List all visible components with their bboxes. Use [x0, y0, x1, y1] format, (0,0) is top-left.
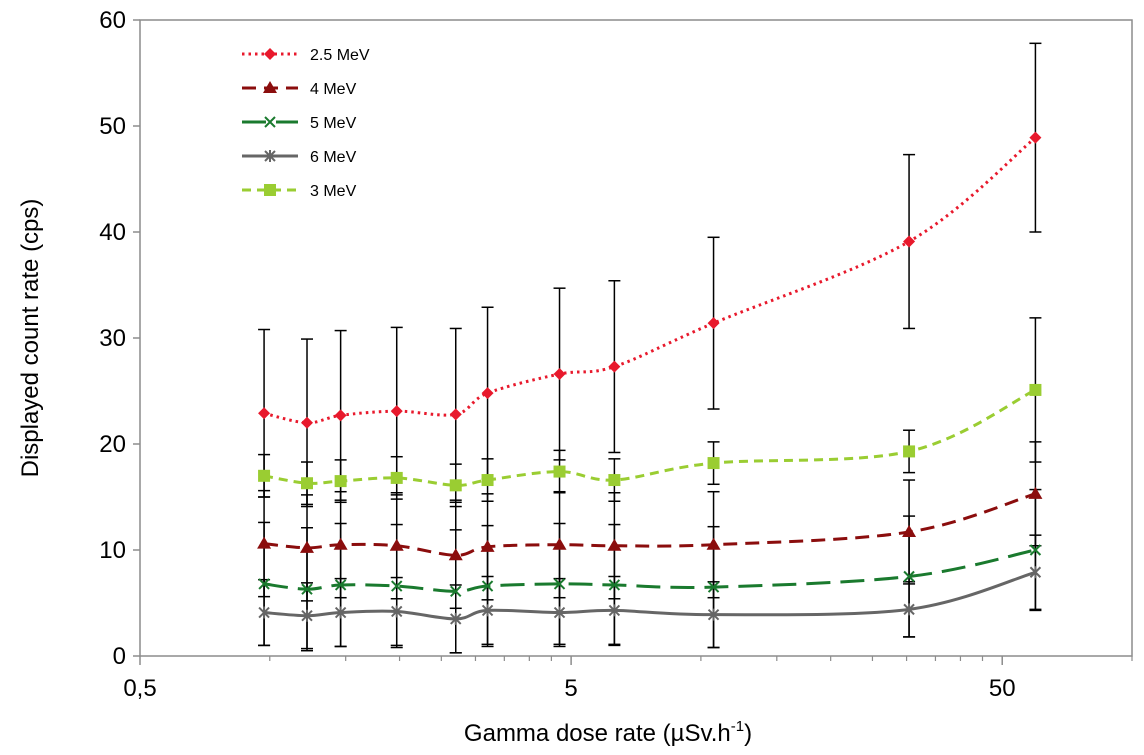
legend-marker-2-5-mev: [264, 48, 276, 60]
data-point-3-mev: [553, 465, 566, 478]
data-point-4-mev: [257, 536, 272, 549]
data-point-3-mev: [449, 479, 462, 492]
data-point-6-mev: [258, 606, 270, 619]
data-point-5-mev: [707, 581, 720, 593]
data-point-5-mev: [391, 580, 403, 592]
data-point-6-mev: [1029, 566, 1042, 579]
data-point-6-mev: [450, 612, 462, 625]
data-point-2-5-mev: [707, 317, 720, 330]
data-point-3-mev: [334, 475, 347, 488]
y-tick-label: 40: [99, 219, 126, 246]
data-point-2-5-mev: [1029, 131, 1042, 144]
legend-marker-4-mev: [263, 81, 277, 93]
data-point-5-mev: [450, 585, 462, 598]
x-tick-label: 5: [564, 675, 577, 702]
data-point-2-5-mev: [553, 368, 566, 381]
data-point-2-5-mev: [903, 235, 916, 248]
data-point-4-mev: [607, 538, 622, 551]
data-point-2-5-mev: [449, 408, 462, 421]
x-tick-label: 0,5: [123, 675, 156, 702]
data-point-4-mev: [1028, 486, 1043, 499]
series-markers: [257, 131, 1043, 625]
legend-label-2-5-mev: 2.5 MeV: [310, 47, 370, 64]
data-point-3-mev: [258, 469, 271, 482]
data-point-2-5-mev: [390, 405, 403, 418]
legend: 2.5 MeV 4 MeV 5 MeV 6 MeV 3 MeV: [242, 47, 370, 200]
x-axis-title: Gamma dose rate (µSv.h-1): [464, 718, 752, 747]
data-point-6-mev: [608, 604, 621, 617]
data-point-3-mev: [1029, 383, 1042, 396]
data-point-5-mev: [258, 578, 270, 590]
y-tick-label: 60: [99, 7, 126, 34]
y-tick-label: 30: [99, 325, 126, 352]
data-point-6-mev: [334, 606, 347, 619]
data-point-5-mev: [301, 583, 313, 595]
data-point-4-mev: [300, 540, 315, 553]
y-tick-label: 50: [99, 113, 126, 140]
data-point-4-mev: [333, 537, 348, 550]
data-point-6-mev: [301, 609, 313, 622]
legend-label-3-mev: 3 MeV: [310, 183, 357, 200]
legend-marker-6-mev: [264, 150, 276, 162]
data-point-5-mev: [334, 579, 347, 591]
data-point-4-mev: [480, 539, 495, 552]
y-tick-label: 10: [99, 537, 126, 564]
legend-label-4-mev: 4 MeV: [310, 81, 357, 98]
data-point-3-mev: [390, 471, 403, 484]
x-axis-title-main: Gamma dose rate (µSv.h: [464, 720, 731, 747]
y-axis-ticks: 0 10 20 30 40 50 60: [99, 7, 140, 670]
data-point-6-mev: [903, 603, 915, 616]
data-point-5-mev: [608, 579, 621, 591]
data-point-5-mev: [481, 580, 494, 592]
data-point-2-5-mev: [258, 407, 271, 420]
data-point-2-5-mev: [334, 409, 347, 422]
data-point-4-mev: [552, 537, 567, 550]
data-point-2-5-mev: [608, 360, 621, 373]
y-tick-label: 0: [113, 643, 126, 670]
legend-label-5-mev: 5 MeV: [310, 115, 357, 132]
data-point-3-mev: [903, 445, 916, 458]
data-point-4-mev: [448, 548, 463, 561]
data-point-4-mev: [902, 524, 917, 537]
data-point-4-mev: [706, 537, 721, 550]
y-tick-label: 20: [99, 431, 126, 458]
x-minor-ticks: [269, 656, 1133, 661]
data-point-3-mev: [481, 474, 494, 487]
data-point-5-mev: [553, 578, 566, 590]
data-point-5-mev: [1029, 544, 1042, 556]
data-point-3-mev: [707, 457, 720, 470]
data-point-6-mev: [481, 604, 494, 617]
data-point-6-mev: [707, 608, 720, 621]
legend-marker-3-mev: [264, 184, 276, 196]
data-point-3-mev: [608, 474, 621, 487]
x-axis-title-close: ): [744, 720, 752, 747]
data-point-5-mev: [903, 570, 915, 583]
data-point-4-mev: [389, 538, 404, 551]
data-point-6-mev: [553, 606, 566, 619]
x-axis-ticks: 0,5 5 50: [123, 656, 1016, 702]
x-tick-label: 50: [989, 675, 1016, 702]
x-axis-title-superscript: -1: [731, 718, 744, 735]
y-axis-title: Displayed count rate (cps): [17, 199, 44, 478]
plot-area: [139, 19, 1133, 657]
data-point-6-mev: [391, 605, 403, 618]
data-point-2-5-mev: [301, 416, 314, 429]
legend-marker-5-mev: [264, 116, 276, 128]
legend-label-6-mev: 6 MeV: [310, 149, 357, 166]
data-point-3-mev: [301, 477, 314, 490]
data-point-2-5-mev: [481, 387, 494, 400]
